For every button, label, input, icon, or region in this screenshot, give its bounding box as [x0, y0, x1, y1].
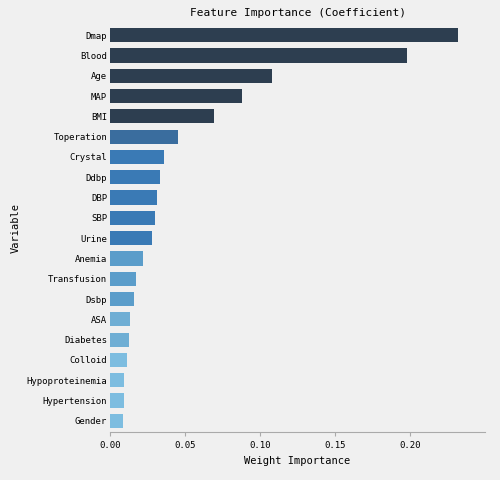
- Bar: [110, 109, 214, 123]
- Bar: [110, 48, 407, 62]
- Bar: [110, 312, 130, 326]
- Bar: [110, 130, 178, 144]
- Bar: [110, 373, 124, 387]
- Bar: [110, 211, 155, 225]
- Bar: [110, 170, 160, 184]
- Bar: [110, 191, 156, 204]
- Title: Feature Importance (Coefficient): Feature Importance (Coefficient): [190, 8, 406, 18]
- Bar: [110, 292, 134, 306]
- X-axis label: Weight Importance: Weight Importance: [244, 456, 350, 466]
- Bar: [110, 252, 143, 265]
- Bar: [110, 89, 242, 103]
- Y-axis label: Variable: Variable: [11, 203, 21, 253]
- Bar: [110, 231, 152, 245]
- Bar: [110, 150, 164, 164]
- Bar: [110, 333, 129, 347]
- Bar: [110, 353, 127, 367]
- Bar: [110, 414, 123, 428]
- Bar: [110, 28, 458, 42]
- Bar: [110, 394, 124, 408]
- Bar: [110, 69, 272, 83]
- Bar: [110, 272, 136, 286]
